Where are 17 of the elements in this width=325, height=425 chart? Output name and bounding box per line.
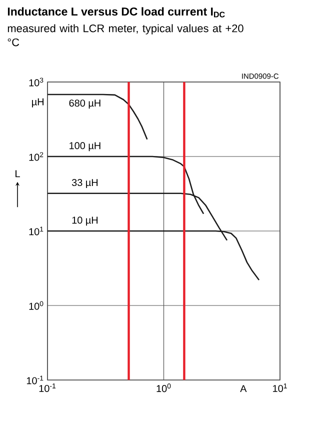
text: µH: [32, 98, 44, 108]
y-tick-label: 10$^{3}$: [29, 78, 44, 86]
series-label: 10 µH: [72, 216, 98, 226]
x-axis-title: A: [240, 385, 247, 392]
chart-subtitle: measured with LCR meter, typical values at +20 °C: [8, 24, 244, 46]
x-tick-label: 10$^{-1}$: [39, 384, 56, 392]
y-tick-label: 10$^{2}$: [29, 152, 44, 161]
y-tick-label: 10$^{1}$: [29, 226, 44, 236]
y-tick-label: 10$^{-1}$: [26, 376, 44, 384]
series-label: 100 µH: [70, 142, 100, 152]
series-label: 680 µH: [69, 100, 100, 109]
x-tick-label: 10$^{0}$: [156, 384, 171, 392]
y-tick-label: 10$^{0}$: [29, 301, 44, 310]
x-tick-label: 10$^{1}$: [273, 384, 287, 392]
series-label: 33 µH: [72, 178, 98, 188]
chart-title: Inductance L versus DC load current I$_{DC}$: [8, 7, 225, 18]
y-axis-title: L: [16, 170, 20, 178]
